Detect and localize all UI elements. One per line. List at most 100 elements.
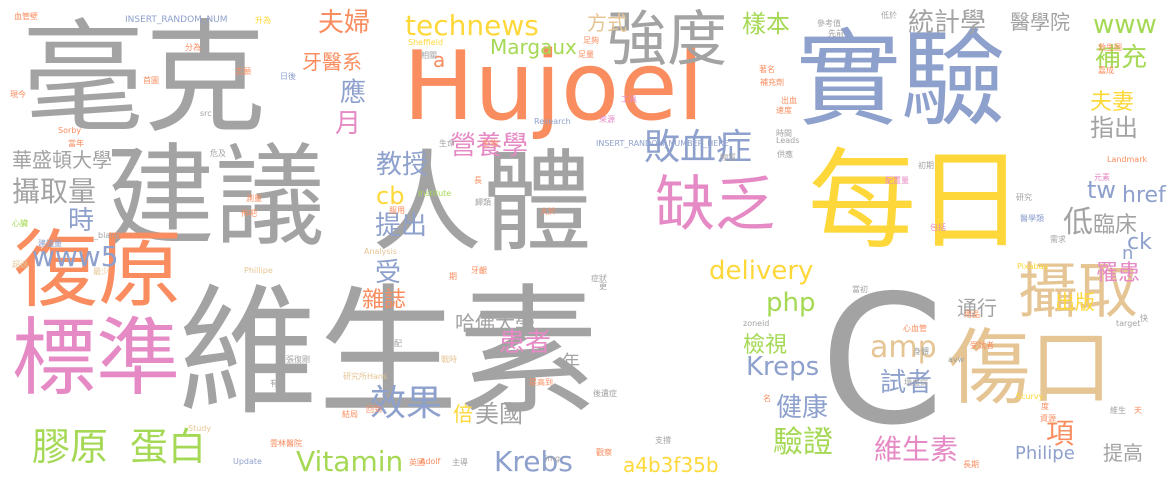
cloud-word: src	[200, 109, 212, 118]
cloud-word: 攝取	[1018, 257, 1138, 327]
cloud-word: 人體	[372, 139, 592, 267]
cloud-word: 超過	[12, 260, 28, 269]
cloud-word: 長期	[963, 460, 979, 469]
cloud-word: a4b3f35b	[623, 453, 719, 477]
cloud-word: 後遺症	[593, 389, 617, 398]
cloud-word: php	[766, 288, 816, 318]
cloud-word: 初期	[918, 161, 934, 170]
cloud-word: Update	[233, 457, 262, 466]
cloud-word: C	[820, 257, 945, 464]
cloud-word: Hujoel	[403, 32, 705, 142]
cloud-word: 心血管	[903, 324, 927, 333]
cloud-word: 每日	[808, 139, 1025, 264]
cloud-word: INSERT_RANDOM_NUM	[125, 15, 228, 25]
cloud-word: tw	[1087, 176, 1117, 204]
cloud-word: target	[1116, 319, 1141, 328]
cloud-word: Leads	[776, 136, 800, 145]
cloud-word: 敗血症	[644, 127, 753, 168]
cloud-word: 有	[270, 379, 278, 388]
cloud-word: 供應	[777, 150, 793, 159]
cloud-word: 倍	[453, 402, 473, 426]
cloud-word: 夫妻	[1090, 90, 1135, 115]
cloud-word: 結局	[342, 410, 358, 419]
cloud-word: 嘉成	[1098, 66, 1114, 75]
cloud-word: delivery	[709, 256, 814, 286]
cloud-word: 壞血病	[904, 378, 928, 387]
cloud-word: 復原	[14, 221, 183, 319]
cloud-word: 元素	[1094, 173, 1110, 182]
cloud-word: 傷口	[948, 321, 1113, 416]
cloud-word: 低於	[881, 11, 897, 20]
cloud-word: Kreps	[746, 352, 820, 382]
cloud-word: 建議	[105, 133, 325, 261]
cloud-word: 維生素	[874, 433, 959, 466]
cloud-word: 分為	[185, 43, 201, 52]
cloud-word: 出血	[781, 96, 797, 105]
cloud-word: 醫學類	[1020, 214, 1044, 223]
cloud-word: 月	[335, 109, 362, 139]
cloud-word: 症狀	[591, 274, 607, 283]
cloud-word: 教授	[376, 150, 429, 180]
cloud-word: 補充劑	[760, 78, 784, 87]
cloud-word: Hans	[367, 372, 388, 381]
cloud-word: 日後	[280, 72, 296, 81]
cloud-word: 更	[599, 282, 607, 291]
cloud-word: 戰時	[441, 355, 457, 364]
cloud-word: 生物	[482, 139, 498, 148]
cloud-word: 研究所	[343, 372, 367, 381]
cloud-word: 毫克	[22, 8, 266, 150]
cloud-word: Adolf	[420, 457, 441, 466]
cloud-word: 夫婦	[318, 8, 371, 38]
cloud-word: 提高	[1103, 441, 1143, 465]
cloud-word: zoneid	[743, 319, 770, 328]
cloud-word: 試者	[880, 368, 933, 398]
cloud-word: img	[545, 454, 561, 463]
cloud-word: 時	[68, 206, 95, 236]
cloud-word: Krebs	[494, 445, 573, 478]
cloud-word: 攝取量	[12, 175, 97, 208]
cloud-word: Study	[188, 424, 212, 433]
cloud-word: 項	[1046, 417, 1075, 450]
cloud-word: 應	[340, 78, 367, 108]
cloud-word: Scurvy	[1016, 392, 1044, 401]
cloud-word: 來源	[599, 115, 615, 124]
cloud-word: 血管壁	[14, 12, 38, 21]
cloud-word: 心臟	[12, 219, 28, 228]
cloud-word: 佈吧	[241, 209, 257, 218]
cloud-word: 指出	[1090, 114, 1138, 142]
cloud-word: 實驗	[796, 19, 1007, 141]
cloud-word: 期	[449, 272, 457, 281]
cloud-word: 雜誌	[362, 288, 407, 313]
cloud-word: Pixabay	[1017, 262, 1049, 271]
cloud-word: 方式	[587, 11, 627, 35]
cloud-word: Sorby	[58, 126, 82, 135]
cloud-word: ck	[1127, 230, 1152, 255]
cloud-word: 著名	[759, 65, 775, 74]
cloud-word: 足量	[578, 50, 594, 59]
cloud-word: 測量	[246, 194, 262, 203]
cloud-word: 首圖	[143, 76, 159, 85]
cloud-word: 提出	[375, 211, 428, 241]
cloud-word: 維生	[1110, 406, 1126, 415]
cloud-word: 健康	[776, 393, 829, 423]
cloud-word: 雲林醫院	[270, 439, 302, 448]
cloud-word: Margaux	[490, 35, 577, 59]
cloud-word: 升為	[255, 16, 271, 25]
cloud-word: 英國	[409, 458, 425, 467]
cloud-word: INSERT_RANDOM_NUMBER_HERE'	[596, 139, 732, 148]
cloud-word: 危及	[210, 149, 226, 158]
cloud-word: 受	[375, 258, 402, 288]
cloud-word: 志願	[235, 67, 251, 76]
cloud-word: n	[1122, 243, 1134, 264]
cloud-word: 樣本	[742, 10, 790, 38]
cloud-word: www	[1093, 10, 1157, 40]
cloud-word: 觀察	[596, 448, 612, 457]
cloud-word: 分配	[386, 339, 402, 348]
cloud-word: 生命	[439, 139, 455, 148]
cloud-word: Analysis	[364, 247, 397, 256]
cloud-word: 維生素	[178, 272, 599, 435]
cloud-word: 身體	[913, 347, 929, 356]
cloud-word: 張復剛	[286, 355, 310, 364]
cloud-word: 天	[1134, 406, 1142, 415]
